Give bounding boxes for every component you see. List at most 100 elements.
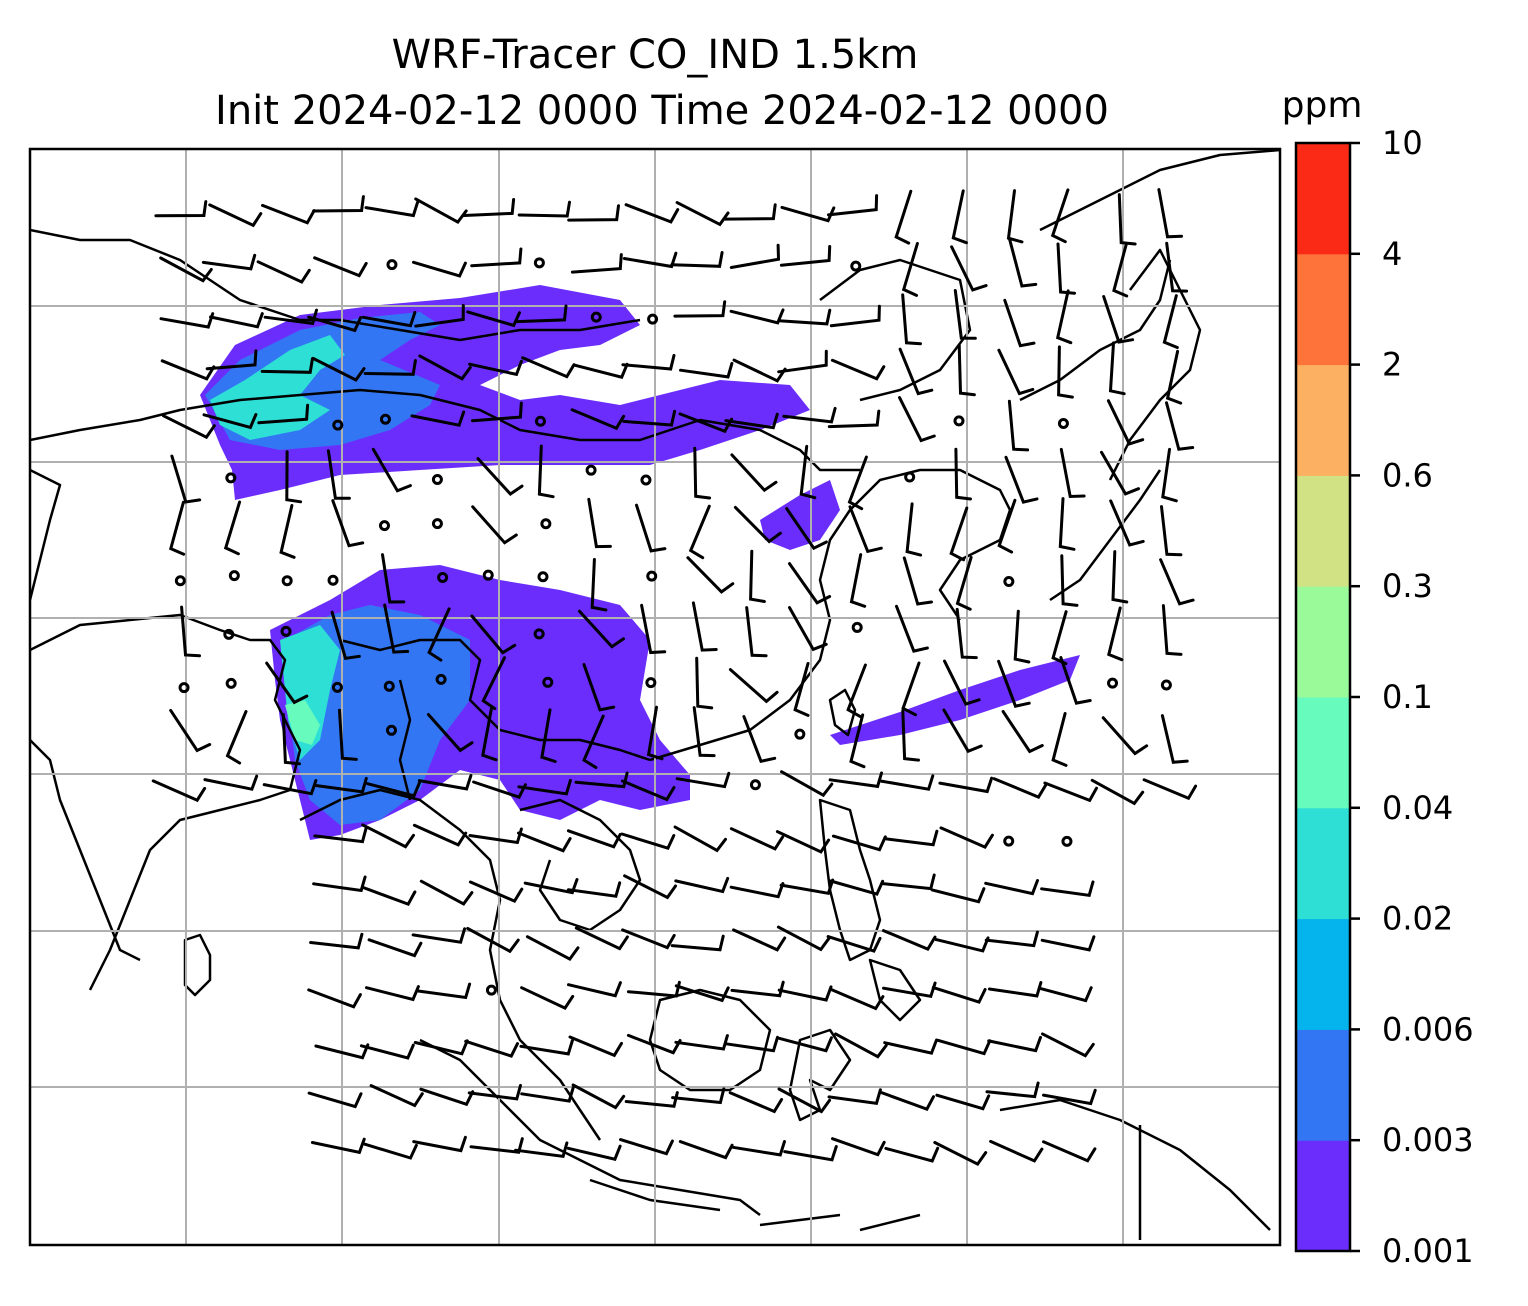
wind-barb — [369, 1084, 424, 1108]
wind-barb — [1041, 1032, 1095, 1058]
wind-barb — [311, 356, 366, 382]
wind-barb — [1008, 238, 1038, 288]
wind-barb — [520, 1086, 575, 1103]
wind-barb — [471, 505, 518, 545]
wind-barb — [590, 558, 608, 612]
wind-barb — [263, 308, 318, 326]
wind-barb — [902, 556, 933, 606]
wind-barb — [905, 502, 923, 557]
wind-barb — [894, 189, 913, 245]
wind-barb — [957, 343, 976, 397]
wind-barb-calm — [640, 474, 652, 486]
wind-barb — [934, 936, 990, 953]
wind-barb — [997, 498, 1017, 554]
wind-barb — [997, 659, 1031, 708]
wind-barb — [419, 879, 474, 906]
wind-barb — [361, 310, 417, 328]
wind-barb — [466, 927, 520, 954]
wind-barb — [954, 447, 972, 501]
title-line-2: Init 2024-02-12 0000 Time 2024-02-12 000… — [215, 88, 1109, 134]
wind-barb — [1160, 505, 1183, 557]
wind-barb — [1090, 778, 1145, 806]
colorbar-tick-label: 0.04 — [1382, 789, 1453, 827]
wind-barb — [381, 553, 406, 604]
wind-barb — [313, 826, 368, 844]
wind-barb-calm — [332, 419, 344, 431]
wind-barb — [574, 771, 629, 789]
wind-barb — [573, 362, 629, 379]
colorbar-segment — [1296, 253, 1350, 366]
wind-barb — [281, 713, 301, 766]
wind-barb — [1055, 289, 1073, 345]
wind-barb-calm — [904, 471, 916, 483]
wind-barb — [154, 200, 208, 218]
wind-barb — [469, 1137, 524, 1154]
wind-barb — [777, 985, 833, 1002]
wind-barb — [695, 656, 714, 710]
wind-barb — [169, 708, 212, 753]
map-plot-area[interactable] — [30, 149, 1280, 1245]
wind-barb — [955, 607, 978, 660]
wind-barb — [724, 1035, 779, 1053]
colorbar-tick-label: 0.001 — [1382, 1232, 1474, 1270]
wind-barb — [733, 505, 782, 544]
wind-barb — [953, 289, 977, 340]
wind-barb-calm — [647, 313, 659, 325]
wind-barb-calm — [225, 472, 237, 484]
wind-barb-calm — [794, 728, 806, 740]
wind-barb — [635, 503, 667, 553]
colorbar-segment — [1296, 697, 1350, 809]
wind-barb — [749, 549, 766, 603]
wind-barb — [1056, 242, 1076, 295]
wind-barb — [732, 358, 787, 383]
wind-barb — [943, 659, 981, 706]
wind-barb — [464, 1039, 519, 1058]
wind-barb — [782, 406, 837, 424]
wind-barb-calm — [383, 680, 395, 692]
wind-barb — [582, 714, 605, 769]
wind-barb — [578, 609, 625, 649]
wind-barb — [471, 401, 523, 423]
wind-barb — [1051, 712, 1068, 767]
wind-barb — [519, 1039, 574, 1056]
wind-barb — [162, 414, 216, 440]
wind-barb — [1106, 399, 1145, 446]
wind-barb — [619, 1138, 674, 1156]
wind-barb — [620, 832, 676, 851]
wind-barb — [780, 770, 834, 798]
wind-barb — [849, 713, 866, 769]
wind-barb — [1102, 295, 1135, 344]
wind-barb — [417, 774, 473, 791]
wind-barb-calm — [482, 569, 494, 581]
tracer-region-band — [830, 655, 1080, 745]
wind-barb-calm — [281, 575, 293, 587]
wind-barb-calm — [537, 571, 549, 583]
wind-barb — [410, 410, 466, 427]
wind-barb — [938, 776, 994, 794]
wind-barb-calm — [1003, 835, 1015, 847]
wind-barb — [898, 396, 936, 443]
wind-barb — [827, 194, 879, 217]
wind-barb — [678, 412, 734, 434]
wind-barb — [901, 709, 920, 762]
wind-barb — [1160, 714, 1189, 764]
wind-barb — [827, 409, 881, 429]
wind-barb — [203, 774, 259, 791]
wind-barb — [1004, 455, 1039, 504]
wind-barb — [691, 601, 718, 652]
wind-barb — [621, 353, 676, 371]
wind-barb — [582, 663, 616, 712]
wind-barb — [470, 614, 517, 655]
wind-barb — [674, 984, 730, 1003]
wind-barb — [363, 1142, 418, 1160]
wind-barb — [992, 777, 1048, 799]
wind-barb — [312, 195, 365, 213]
wind-barb — [949, 506, 969, 562]
wind-barb-calm — [379, 413, 391, 425]
wind-barb — [256, 260, 311, 284]
wind-barb-calm — [645, 677, 657, 689]
wind-barb — [732, 928, 787, 952]
wind-barb — [470, 247, 523, 268]
wind-barb — [566, 1144, 622, 1161]
wind-barb — [426, 713, 474, 753]
